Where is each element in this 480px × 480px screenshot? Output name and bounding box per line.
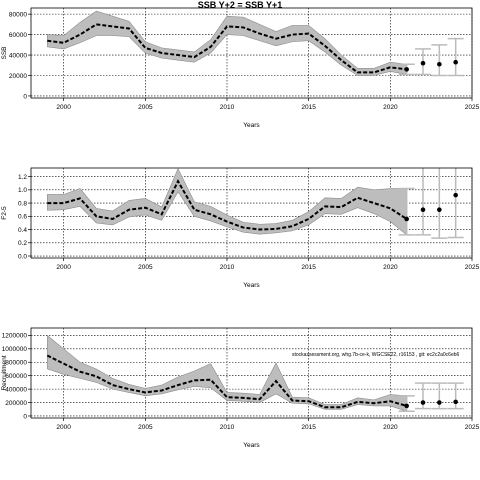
forecast-point	[404, 403, 409, 409]
y-tick-label: 0.4	[18, 227, 27, 234]
y-axis-label: Recruitment	[1, 355, 8, 390]
x-axis-label: Years	[243, 122, 260, 129]
x-tick-label: 2020	[383, 264, 398, 271]
forecast-point	[420, 60, 426, 66]
x-tick-label: 2010	[220, 264, 235, 271]
y-axis-label: F2-5	[1, 206, 8, 220]
y-tick-label: 60000	[9, 32, 27, 39]
forecast-point	[453, 399, 458, 405]
forecast-point	[453, 59, 458, 65]
y-tick-label: 80000	[9, 11, 27, 18]
y-tick-label: 20000	[9, 73, 27, 80]
forecast-point	[420, 400, 426, 405]
forecast-point	[404, 67, 409, 72]
panel-fbar: 2000 2005 2010 2015 2020 2025 0.0 0.2 0.4 0.6 0.8 1…	[1, 167, 480, 289]
y-tick-label: 40000	[9, 52, 27, 59]
x-tick-label: 2015	[301, 104, 316, 111]
x-tick-label: 2000	[56, 424, 71, 431]
plot-area-ssb	[47, 10, 464, 77]
panel-ssb: 2000 2005 2010 2015 2020 2025 0 20000 40000 60000…	[1, 7, 480, 129]
forecast-point	[437, 207, 442, 212]
y-tick-label: 600000	[5, 373, 27, 380]
x-tick-label: 2005	[138, 104, 153, 111]
plot-frame	[30, 167, 473, 259]
x-tick-label: 2010	[220, 424, 235, 431]
forecast-point	[420, 207, 426, 212]
source-annotation: stockassessment.org, whg.7b-ce-k, WGCSE2…	[292, 352, 460, 358]
x-tick-label: 2020	[383, 104, 398, 111]
x-axis-label: Years	[243, 442, 260, 449]
x-tick-label: 2025	[465, 104, 480, 111]
x-tick-label: 2000	[56, 104, 71, 111]
x-tick-label: 2025	[465, 424, 480, 431]
x-tick-label: 2005	[138, 424, 153, 431]
x-tick-label: 2025	[465, 264, 480, 271]
y-tick-label: 1000000	[2, 346, 28, 353]
panel-recruitment: 2000 2005 2010 2015 2020 2025 0 200000 400000 600…	[1, 327, 480, 449]
y-tick-label: 0.8	[18, 200, 27, 207]
y-tick-label: 1.2	[18, 174, 27, 181]
plot-frame	[30, 327, 473, 419]
y-tick-label: 0.6	[18, 214, 27, 221]
plot-frame	[30, 7, 473, 99]
y-tick-label: 400000	[5, 386, 27, 393]
x-tick-label: 2000	[56, 264, 71, 271]
y-tick-label: 0.2	[18, 240, 27, 247]
forecast-point	[437, 61, 442, 67]
x-tick-label: 2020	[383, 424, 398, 431]
y-tick-label: 0	[23, 413, 27, 420]
plot-area-recruitment	[46, 334, 464, 413]
plot-area-fbar	[47, 168, 464, 239]
forecast-point	[437, 400, 442, 405]
page-title: SSB Y+2 = SSB Y+1	[198, 0, 282, 10]
forecast-point	[453, 192, 458, 198]
forecast-point	[404, 216, 409, 222]
x-tick-label: 2015	[301, 264, 316, 271]
estimate-line	[47, 23, 407, 74]
y-tick-label: 1.0	[18, 187, 27, 194]
y-tick-label: 1200000	[2, 333, 28, 340]
x-tick-label: 2005	[138, 264, 153, 271]
x-axis-label: Years	[243, 282, 260, 289]
y-tick-label: 800000	[5, 360, 27, 367]
y-tick-label: 200000	[5, 400, 27, 407]
x-tick-label: 2015	[301, 424, 316, 431]
y-axis-label: SSB	[1, 46, 8, 59]
y-tick-label: 0	[23, 93, 27, 100]
estimate-line	[47, 179, 408, 231]
y-tick-label: 0.0	[18, 253, 27, 260]
x-tick-label: 2010	[220, 104, 235, 111]
